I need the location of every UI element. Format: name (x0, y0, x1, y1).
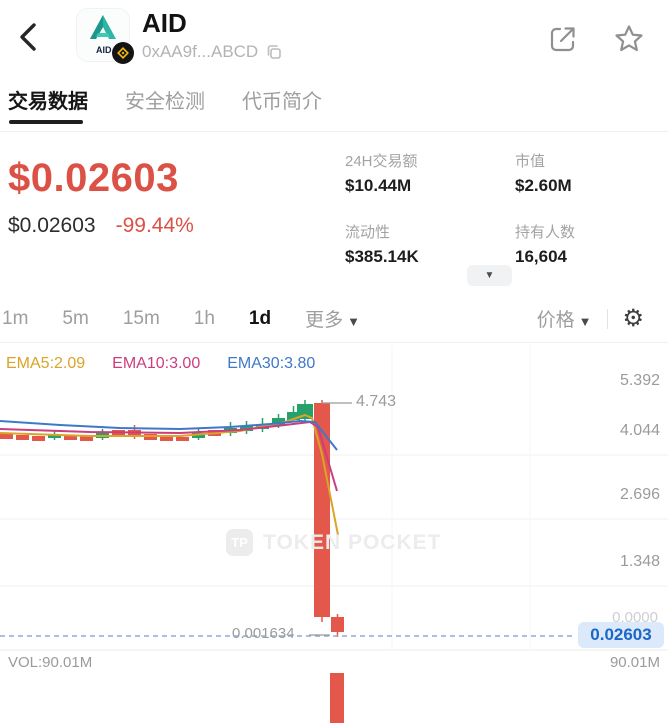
timeframe-1m[interactable]: 1m (2, 307, 29, 329)
candlestick-chart[interactable]: TP TOKEN POCKET EMA5:2.09 EMA10:3.00 EMA… (0, 343, 668, 723)
more-label: 更多 (305, 310, 344, 331)
y-axis-label: 2.696 (619, 486, 660, 503)
price-info-section: $0.02603 $0.02603 -99.44% 24H交易额 $10.44M… (0, 132, 668, 295)
stat-market-cap: 市值 $2.60M (515, 150, 665, 196)
stat-liquidity: 流动性 $385.14K (345, 221, 515, 267)
y-axis-label: 4.044 (619, 422, 660, 439)
header: AID AID 0xAA9f...ABCD (0, 0, 668, 72)
last-price-badge: 0.02603 (578, 622, 664, 648)
price-change-percent: -99.44% (115, 214, 194, 237)
token-logo: AID (76, 8, 134, 66)
high-price-annotation: 4.743 (356, 393, 397, 410)
metric-label: 价格 (536, 310, 575, 331)
gear-icon[interactable]: ⚙ (622, 304, 644, 332)
low-price-annotation: 0.001634 (232, 625, 295, 642)
contract-address-row[interactable]: 0xAA9f...ABCD (142, 42, 283, 62)
chart-toolbar: 1m 5m 15m 1h 1d 更多 ▼ 价格 ▼ ⚙ (0, 295, 668, 343)
stat-label: 24H交易额 (345, 153, 418, 170)
stat-holders: 持有人数 16,604 (515, 221, 665, 267)
y-axis-label: 5.392 (619, 372, 660, 389)
stat-24h-volume: 24H交易额 $10.44M (345, 150, 515, 196)
token-logo-art: AID (90, 15, 116, 55)
faded-axis-label: 0.0000 (612, 609, 658, 626)
tab-bar: 交易数据 安全检测 代币简介 (0, 72, 668, 132)
chain-badge-icon (112, 42, 134, 64)
y-axis-label: 1.348 (619, 553, 660, 570)
volume-axis-label: 90.01M (609, 654, 660, 671)
copy-icon[interactable] (265, 43, 283, 61)
price-sub-row: $0.02603 -99.44% (8, 214, 194, 238)
favorite-star-icon[interactable] (612, 22, 646, 56)
tokenpocket-logo-icon: TP (226, 529, 253, 556)
stat-label: 流动性 (345, 224, 391, 241)
chart-canvas[interactable] (0, 343, 668, 723)
timeframe-15m[interactable]: 15m (122, 307, 160, 329)
price-secondary: $0.02603 (8, 214, 96, 237)
chevron-down-icon: ▼ (347, 314, 360, 329)
collapse-stats-button[interactable]: ▼ (467, 265, 512, 286)
stat-label: 持有人数 (515, 224, 576, 241)
header-actions (546, 22, 646, 56)
volume-label: VOL:90.01M (8, 654, 93, 671)
stat-value: 16,604 (515, 247, 567, 266)
page-title: AID (142, 8, 187, 38)
timeframe-more-dropdown[interactable]: 更多 ▼ (305, 305, 360, 332)
collapse-caret-icon: ▼ (484, 270, 495, 281)
price-main: $0.02603 (8, 156, 179, 200)
ema10-label: EMA10:3.00 (112, 355, 201, 372)
timeframe-5m[interactable]: 5m (62, 307, 89, 329)
stat-label: 市值 (515, 153, 546, 170)
timeframe-1d[interactable]: 1d (248, 307, 272, 329)
token-logo-text: AID (96, 45, 112, 55)
stats-grid: 24H交易额 $10.44M 市值 $2.60M 流动性 $385.14K 持有… (345, 150, 665, 267)
ema5-label: EMA5:2.09 (6, 355, 86, 372)
stat-value: $385.14K (345, 247, 419, 266)
tab-token-intro[interactable]: 代币简介 (242, 90, 322, 113)
metric-dropdown[interactable]: 价格 ▼ (537, 305, 592, 332)
toolbar-divider (607, 308, 609, 329)
watermark-text: TOKEN POCKET (263, 530, 442, 554)
watermark: TP TOKEN POCKET (226, 529, 441, 556)
stat-value: $2.60M (515, 176, 572, 195)
contract-address: 0xAA9f...ABCD (142, 42, 259, 61)
tab-trade-data[interactable]: 交易数据 (8, 72, 88, 132)
tab-security-check[interactable]: 安全检测 (125, 90, 205, 113)
share-icon[interactable] (546, 22, 580, 56)
back-icon[interactable] (12, 20, 44, 54)
chevron-down-icon: ▼ (578, 314, 592, 329)
stat-value: $10.44M (345, 176, 412, 195)
ema-indicator-labels: EMA5:2.09 EMA10:3.00 EMA30:3.80 (6, 355, 342, 373)
timeframe-1h[interactable]: 1h (193, 307, 215, 329)
ema30-label: EMA30:3.80 (227, 355, 316, 372)
